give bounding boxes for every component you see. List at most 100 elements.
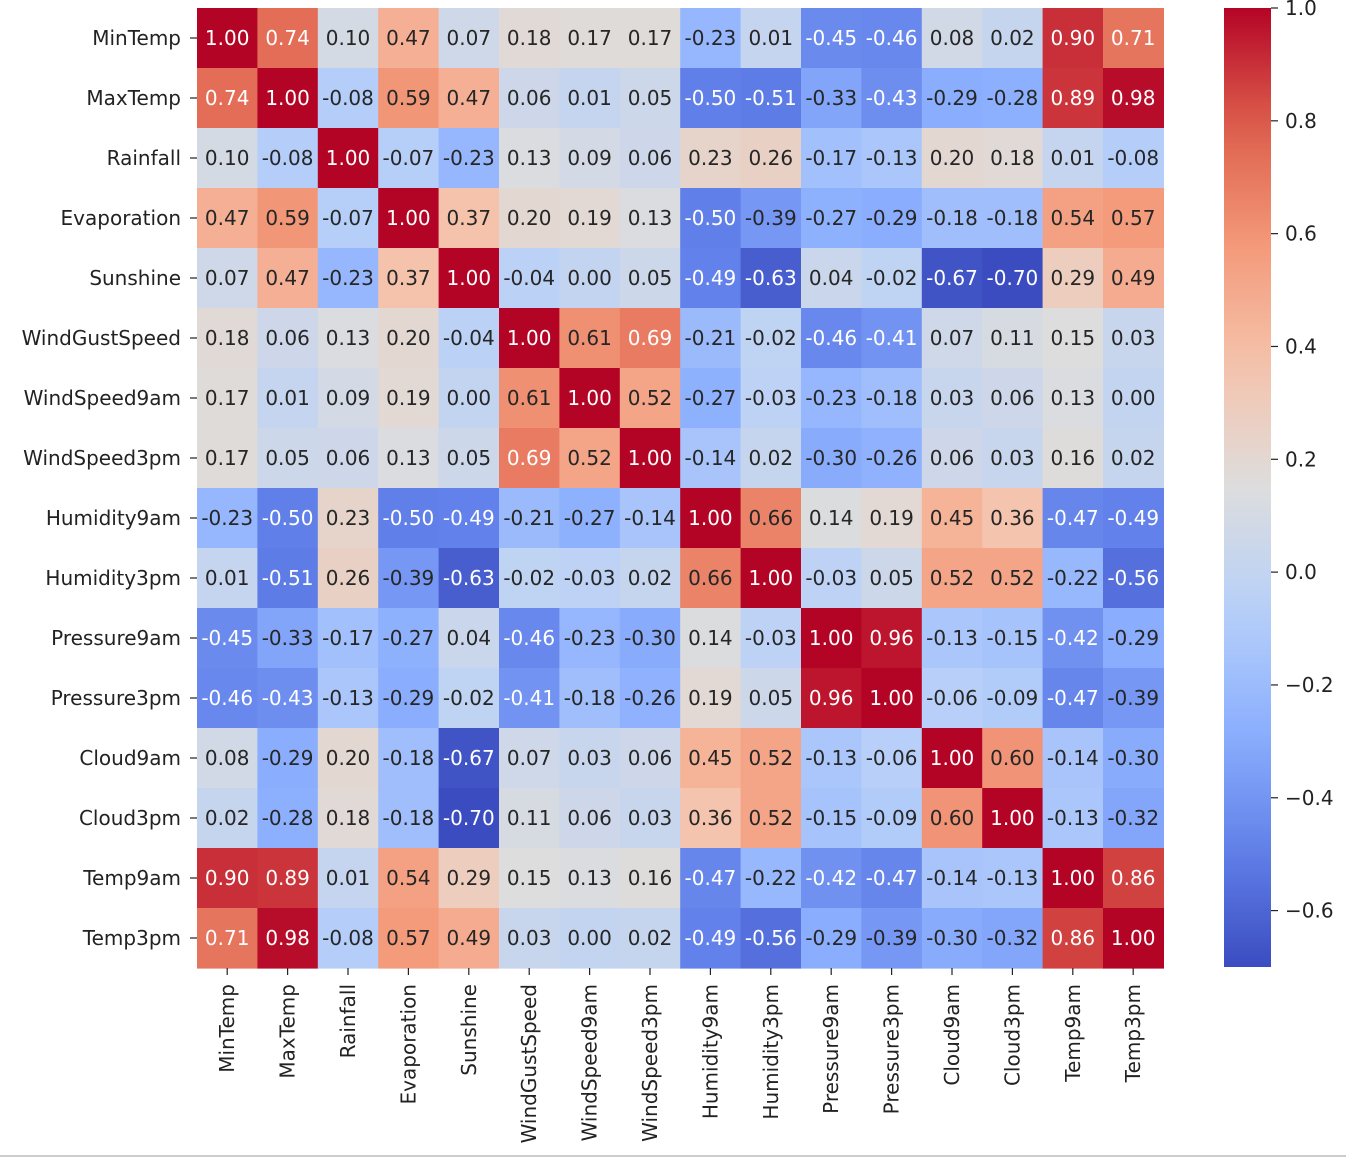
heatmap-cell xyxy=(559,728,621,789)
heatmap-cell xyxy=(438,188,500,249)
heatmap-cell xyxy=(1042,8,1104,69)
cell-value-label: -0.09 xyxy=(866,806,918,830)
cell-value-label: 0.13 xyxy=(507,146,552,170)
cell-value-label: -0.04 xyxy=(443,326,495,350)
heatmap-cell xyxy=(559,668,621,729)
cell-value-label: 0.13 xyxy=(386,446,431,470)
cell-value-label: -0.43 xyxy=(866,86,918,110)
cell-value-label: -0.67 xyxy=(926,266,978,290)
cell-value-label: 0.02 xyxy=(749,446,794,470)
cell-value-label: 0.08 xyxy=(930,26,975,50)
heatmap-cell xyxy=(921,668,983,729)
heatmap-cell xyxy=(317,728,379,789)
cell-value-label: 0.71 xyxy=(205,926,250,950)
heatmap-cell xyxy=(317,848,379,909)
heatmap-cell xyxy=(619,848,681,909)
cell-value-label: -0.13 xyxy=(866,146,918,170)
heatmap-cell xyxy=(378,728,440,789)
cell-value-label: -0.26 xyxy=(624,686,676,710)
y-axis-labels: MinTemp MaxTemp Rainfall Evaporation Sunshin… xyxy=(22,26,197,950)
cell-value-label: 0.00 xyxy=(567,926,612,950)
heatmap-cell xyxy=(317,8,379,69)
cell-value-label: 0.11 xyxy=(507,806,552,830)
y-tick-label: Evaporation xyxy=(61,206,181,230)
heatmap-cell xyxy=(921,488,983,549)
cell-value-label: -0.50 xyxy=(262,506,314,530)
heatmap-cell xyxy=(982,728,1044,789)
heatmap-cell xyxy=(861,248,923,309)
cell-value-label: 0.20 xyxy=(386,326,431,350)
cell-value-label: -0.23 xyxy=(805,386,857,410)
heatmap-cell xyxy=(861,188,923,249)
heatmap-cell xyxy=(559,788,621,849)
x-tick-label: WindSpeed3pm xyxy=(638,984,662,1142)
cell-value-label: -0.17 xyxy=(322,626,374,650)
heatmap-cell xyxy=(378,68,440,129)
heatmap-cell xyxy=(197,128,258,189)
cell-value-label: -0.28 xyxy=(262,806,314,830)
cell-value-label: 0.47 xyxy=(205,206,250,230)
heatmap-cell xyxy=(861,8,923,69)
heatmap-cell xyxy=(499,428,560,489)
heatmap-cell xyxy=(921,788,983,849)
cell-value-label: 0.09 xyxy=(326,386,371,410)
cell-value-label: -0.30 xyxy=(805,446,857,470)
heatmap-cell xyxy=(801,128,862,189)
cell-value-label: 0.07 xyxy=(447,26,492,50)
heatmap-cell xyxy=(559,128,621,189)
cell-value-label: -0.02 xyxy=(745,326,797,350)
cell-value-label: 0.15 xyxy=(507,866,552,890)
y-tick-label: Cloud9am xyxy=(79,746,181,770)
cell-value-label: -0.23 xyxy=(443,146,495,170)
heatmap-cell xyxy=(801,908,862,969)
x-tick-label: Cloud3pm xyxy=(1000,984,1024,1086)
heatmap-cell xyxy=(1103,428,1164,489)
heatmap-cell xyxy=(861,908,923,969)
colorbar-tick-label: 0.8 xyxy=(1285,109,1317,133)
cell-value-label: 0.19 xyxy=(869,506,914,530)
heatmap-cell xyxy=(378,668,440,729)
heatmap-cell xyxy=(921,848,983,909)
cell-value-label: -0.15 xyxy=(987,626,1039,650)
cell-value-label: 0.13 xyxy=(1051,386,1096,410)
heatmap-cell xyxy=(740,488,802,549)
heatmap-cell xyxy=(559,8,621,69)
cell-value-label: 0.90 xyxy=(1051,26,1096,50)
heatmap-cell xyxy=(619,728,681,789)
cell-value-label: -0.13 xyxy=(1047,806,1099,830)
heatmap-cell xyxy=(197,8,258,69)
heatmap-cell xyxy=(921,908,983,969)
cell-value-label: -0.28 xyxy=(987,86,1039,110)
cell-value-label: 0.69 xyxy=(507,446,552,470)
cell-value-label: -0.46 xyxy=(866,26,918,50)
cell-value-label: 0.23 xyxy=(688,146,733,170)
cell-value-label: -0.46 xyxy=(201,686,253,710)
cell-value-label: 0.71 xyxy=(1111,26,1156,50)
heatmap-cell xyxy=(982,908,1044,969)
heatmap-cell xyxy=(257,188,319,249)
cell-value-label: 0.61 xyxy=(507,386,552,410)
heatmap-cell xyxy=(1103,8,1164,69)
cell-value-label: 0.47 xyxy=(447,86,492,110)
heatmap-cell xyxy=(801,608,862,669)
cell-value-label: -0.18 xyxy=(926,206,978,230)
cell-value-label: -0.18 xyxy=(866,386,918,410)
heatmap-cell xyxy=(740,368,802,429)
heatmap-cell xyxy=(1042,188,1104,249)
cell-value-label: 0.47 xyxy=(265,266,310,290)
cell-value-label: 1.00 xyxy=(1111,926,1156,950)
heatmap-cell xyxy=(499,548,560,609)
cell-value-label: -0.39 xyxy=(745,206,797,230)
colorbar-tick-label: −0.6 xyxy=(1285,899,1334,923)
x-tick-label: Temp9am xyxy=(1061,984,1085,1083)
colorbar-tick-label: 0.0 xyxy=(1285,560,1317,584)
cell-value-label: -0.33 xyxy=(805,86,857,110)
heatmap-cell xyxy=(921,248,983,309)
heatmap-cell xyxy=(499,8,560,69)
heatmap-cell xyxy=(1103,908,1164,969)
cell-value-label: -0.02 xyxy=(866,266,918,290)
heatmap-cell xyxy=(499,728,560,789)
heatmap-cell xyxy=(801,248,862,309)
cell-value-label: 0.01 xyxy=(1051,146,1096,170)
cell-value-label: -0.03 xyxy=(564,566,616,590)
